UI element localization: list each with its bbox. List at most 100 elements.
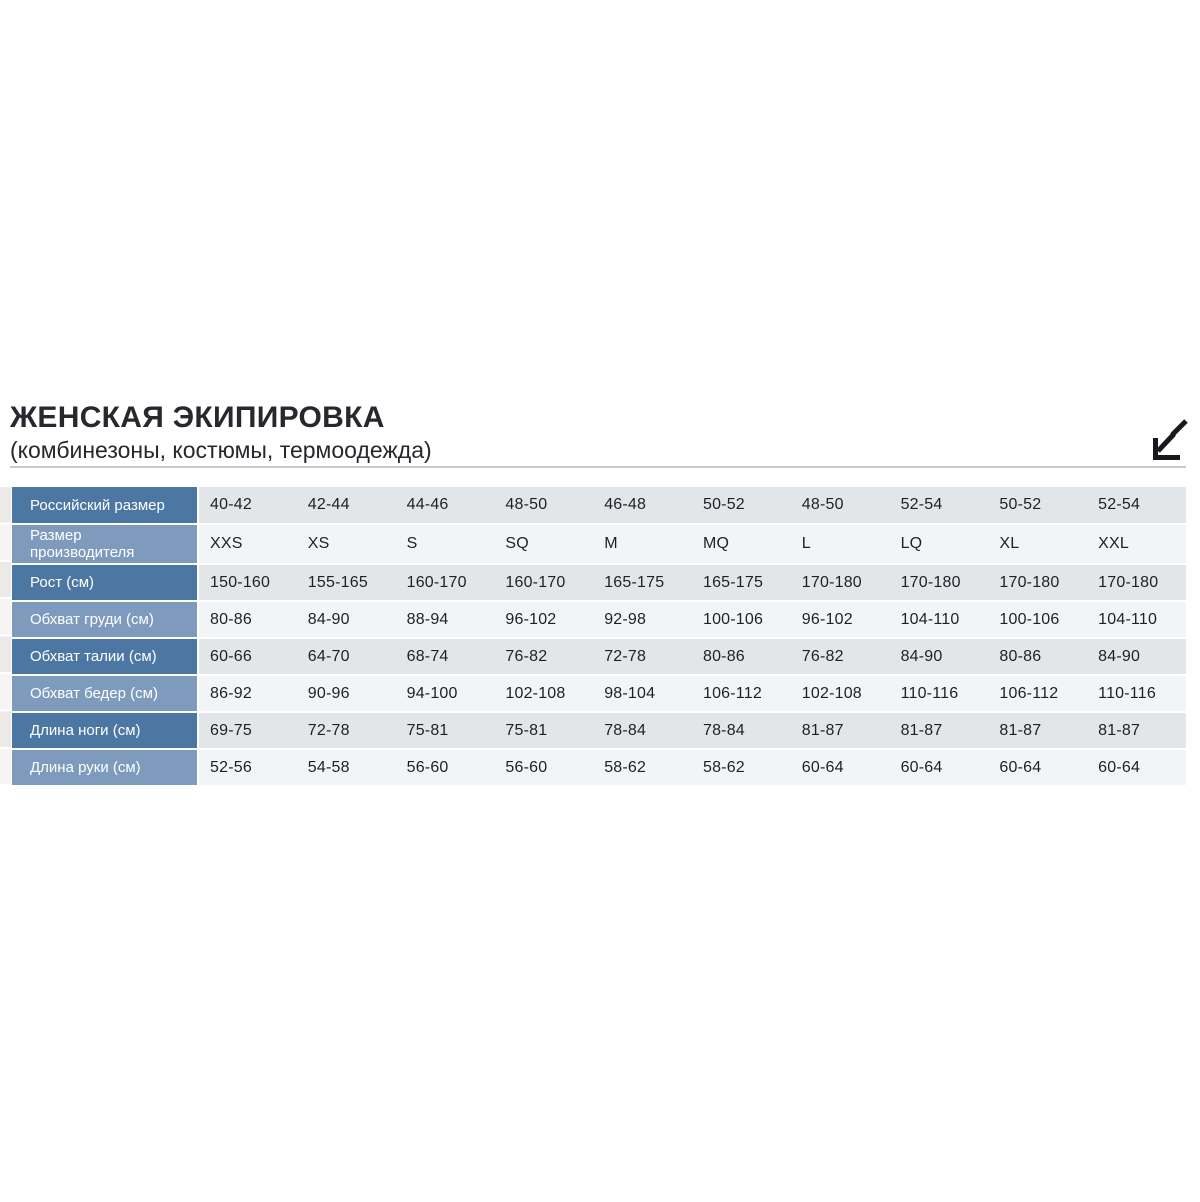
size-value-cell: 94-100: [395, 675, 495, 713]
size-value-cell: 42-44: [296, 487, 396, 525]
row-label: Российский размер: [12, 487, 199, 525]
size-value-cell: 104-110: [889, 601, 989, 639]
size-value-cell: 78-84: [691, 712, 791, 750]
size-value-cell: 54-58: [296, 749, 396, 787]
size-value-cell: 40-42: [198, 487, 297, 525]
size-value-cell: 58-62: [691, 749, 791, 787]
size-value-cell: XXL: [1087, 524, 1186, 565]
row-label-text: Длина руки (см): [30, 759, 141, 776]
size-value-cell: 155-165: [296, 564, 396, 602]
size-value-cell: 72-78: [296, 712, 396, 750]
size-value-cell: 170-180: [988, 564, 1088, 602]
size-value-cell: 64-70: [296, 638, 396, 676]
size-value-cell: 100-106: [988, 601, 1088, 639]
size-value-cell: 69-75: [198, 712, 297, 750]
row-label-text: Обхват бедер (см): [30, 685, 158, 702]
size-value-cell: 84-90: [889, 638, 989, 676]
size-value-cell: LQ: [889, 524, 989, 565]
size-value-cell: 60-64: [889, 749, 989, 787]
size-table: Российский размер 40-42 42-44 44-46 48-5…: [12, 487, 1186, 787]
page-subtitle: (комбинезоны, костюмы, термоодежда): [10, 437, 432, 463]
size-value-cell: 58-62: [593, 749, 692, 787]
size-value-cell: 165-175: [691, 564, 791, 602]
size-value-cell: 60-66: [198, 638, 297, 676]
row-label: Рост (см): [12, 564, 199, 602]
size-value-cell: 52-54: [889, 487, 989, 525]
size-value-cell: 76-82: [790, 638, 890, 676]
size-value-cell: M: [593, 524, 692, 565]
row-label-text: Длина ноги (см): [30, 722, 141, 739]
size-value-cell: 75-81: [395, 712, 495, 750]
arrow-down-left-icon: [1147, 418, 1189, 464]
size-value-cell: 46-48: [593, 487, 692, 525]
size-value-cell: 60-64: [1087, 749, 1186, 787]
size-value-cell: 56-60: [494, 749, 594, 787]
size-value-cell: 72-78: [593, 638, 692, 676]
size-value-cell: 102-108: [494, 675, 594, 713]
size-value-cell: 68-74: [395, 638, 495, 676]
size-value-cell: MQ: [691, 524, 791, 565]
size-value-cell: 96-102: [494, 601, 594, 639]
size-value-cell: 76-82: [494, 638, 594, 676]
size-value-cell: XS: [296, 524, 396, 565]
size-value-cell: 86-92: [198, 675, 297, 713]
size-value-cell: 150-160: [198, 564, 297, 602]
size-value-cell: 110-116: [1087, 675, 1186, 713]
table-row: Обхват талии (см) 60-66 64-70 68-74 76-8…: [12, 638, 1186, 676]
row-label-text: Российский размер: [30, 496, 165, 514]
row-label-text: Обхват талии (см): [30, 648, 157, 665]
size-value-cell: XL: [988, 524, 1088, 565]
size-value-cell: 80-86: [988, 638, 1088, 676]
table-row: Размер производителя XXS XS S SQ M MQ L …: [12, 524, 1186, 565]
table-row: Обхват бедер (см) 86-92 90-96 94-100 102…: [12, 675, 1186, 713]
row-label: Длина руки (см): [12, 749, 199, 787]
size-value-cell: L: [790, 524, 890, 565]
table-row: Российский размер 40-42 42-44 44-46 48-5…: [12, 487, 1186, 525]
size-value-cell: 88-94: [395, 601, 495, 639]
size-value-cell: 81-87: [790, 712, 890, 750]
row-label: Обхват бедер (см): [12, 675, 199, 713]
size-value-cell: 60-64: [988, 749, 1088, 787]
size-value-cell: 102-108: [790, 675, 890, 713]
size-value-cell: 98-104: [593, 675, 692, 713]
size-value-cell: 81-87: [1087, 712, 1186, 750]
size-value-cell: 56-60: [395, 749, 495, 787]
size-value-cell: 170-180: [790, 564, 890, 602]
size-value-cell: 78-84: [593, 712, 692, 750]
size-value-cell: XXS: [198, 524, 297, 565]
size-value-cell: 81-87: [988, 712, 1088, 750]
size-value-cell: 52-56: [198, 749, 297, 787]
table-left-edge: [0, 487, 11, 786]
size-value-cell: 75-81: [494, 712, 594, 750]
size-value-cell: 110-116: [889, 675, 989, 713]
size-value-cell: 96-102: [790, 601, 890, 639]
size-value-cell: 100-106: [691, 601, 791, 639]
size-value-cell: 106-112: [691, 675, 791, 713]
size-value-cell: 52-54: [1087, 487, 1186, 525]
size-value-cell: 80-86: [198, 601, 297, 639]
size-value-cell: 160-170: [395, 564, 495, 602]
row-label: Размер производителя: [12, 524, 199, 565]
size-value-cell: 50-52: [691, 487, 791, 525]
size-value-cell: 81-87: [889, 712, 989, 750]
row-label: Обхват груди (см): [12, 601, 199, 639]
size-value-cell: 170-180: [1087, 564, 1186, 602]
size-value-cell: 80-86: [691, 638, 791, 676]
size-value-cell: 106-112: [988, 675, 1088, 713]
table-row: Обхват груди (см) 80-86 84-90 88-94 96-1…: [12, 601, 1186, 639]
size-value-cell: 44-46: [395, 487, 495, 525]
row-label: Длина ноги (см): [12, 712, 199, 750]
size-value-cell: 50-52: [988, 487, 1088, 525]
size-value-cell: 84-90: [1087, 638, 1186, 676]
size-value-cell: 92-98: [593, 601, 692, 639]
size-value-cell: 104-110: [1087, 601, 1186, 639]
size-value-cell: SQ: [494, 524, 594, 565]
size-value-cell: 165-175: [593, 564, 692, 602]
table-row: Рост (см) 150-160 155-165 160-170 160-17…: [12, 564, 1186, 602]
size-value-cell: 84-90: [296, 601, 396, 639]
row-label-text: Обхват груди (см): [30, 611, 154, 628]
row-label-text: Размер производителя: [30, 527, 135, 561]
row-label-text: Рост (см): [30, 574, 95, 591]
page-title: ЖЕНСКАЯ ЭКИПИРОВКА: [10, 401, 385, 434]
